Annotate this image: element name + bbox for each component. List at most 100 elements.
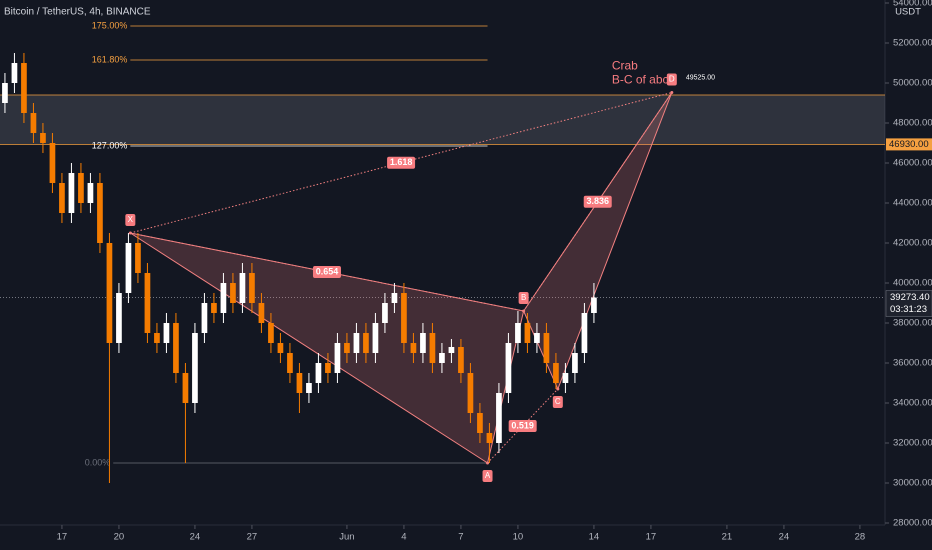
x-tick-label: 14 bbox=[589, 532, 600, 543]
point-box bbox=[482, 470, 493, 482]
y-tick-label: 40000.00 bbox=[893, 278, 932, 289]
zone bbox=[0, 95, 885, 145]
candle-body bbox=[505, 343, 512, 393]
y-tick-label: 44000.00 bbox=[893, 198, 932, 209]
currency-label: USDT bbox=[895, 7, 921, 18]
candle-body bbox=[496, 393, 502, 443]
candle-body bbox=[49, 143, 56, 183]
candle-body bbox=[125, 243, 132, 293]
candle-body bbox=[591, 297, 597, 313]
candle-body bbox=[97, 183, 103, 243]
ratio-label: 0.654 bbox=[316, 266, 339, 276]
candle-body bbox=[182, 373, 189, 403]
y-tick-label: 30000.00 bbox=[893, 478, 932, 489]
candle-body bbox=[515, 323, 521, 343]
y-tick-label: 28000.00 bbox=[893, 518, 932, 529]
y-tick-label: 46000.00 bbox=[893, 158, 932, 169]
x-tick-label: 7 bbox=[458, 532, 463, 543]
point-label: C bbox=[555, 397, 561, 406]
last-price-box bbox=[885, 290, 932, 317]
candle-body bbox=[391, 293, 398, 303]
x-tick-label: 20 bbox=[114, 532, 125, 543]
zone-price-label: 46930.00 bbox=[889, 139, 929, 150]
candle-body bbox=[30, 113, 37, 133]
candle-body bbox=[106, 243, 113, 343]
ratio-box bbox=[583, 195, 612, 208]
point-label: B bbox=[521, 293, 526, 302]
y-tick-label: 38000.00 bbox=[893, 318, 932, 329]
ratio-label: 1.618 bbox=[390, 157, 413, 167]
candle-body bbox=[239, 273, 246, 303]
candle-body bbox=[258, 303, 265, 323]
ratio-label: 3.836 bbox=[586, 196, 609, 206]
y-tick-label: 36000.00 bbox=[893, 358, 932, 369]
pattern-point bbox=[522, 309, 526, 313]
point-box bbox=[666, 73, 677, 86]
fib-label: 0.00% bbox=[85, 457, 111, 467]
ratio-box bbox=[387, 156, 416, 169]
point-box bbox=[552, 396, 563, 408]
y-tick-label: 42000.00 bbox=[893, 238, 932, 249]
y-tick-label: 48000.00 bbox=[893, 118, 932, 129]
candle-body bbox=[562, 373, 569, 383]
x-tick-label: 17 bbox=[57, 532, 68, 543]
candle-body bbox=[268, 323, 274, 343]
candle-body bbox=[21, 63, 27, 113]
candle-body bbox=[429, 333, 436, 363]
candle-body bbox=[78, 173, 84, 203]
candle-body bbox=[534, 333, 540, 343]
chart-title: Bitcoin / TetherUS, 4h, BINANCE bbox=[4, 7, 151, 18]
x-tick-label: 17 bbox=[646, 532, 657, 543]
candle-body bbox=[363, 333, 369, 353]
x-tick-label: 27 bbox=[247, 532, 258, 543]
candle-body bbox=[477, 413, 483, 433]
candle-body bbox=[211, 303, 217, 313]
x-tick-label: 21 bbox=[722, 532, 733, 543]
candle-body bbox=[315, 363, 322, 383]
x-tick-label: 24 bbox=[779, 532, 790, 543]
y-tick-label: 32000.00 bbox=[893, 438, 932, 449]
candle-body bbox=[201, 303, 208, 333]
candle-body bbox=[486, 433, 493, 443]
candle-body bbox=[249, 273, 255, 303]
candle-body bbox=[11, 63, 18, 83]
candle-body bbox=[306, 383, 312, 393]
fib-label: 175.00% bbox=[92, 20, 128, 30]
candle-body bbox=[277, 343, 284, 353]
candle-body bbox=[192, 333, 198, 403]
fib-label: 127.00% bbox=[92, 140, 128, 150]
pattern-ratio-line bbox=[487, 388, 559, 464]
zone-price-box bbox=[886, 138, 932, 151]
candle-body bbox=[353, 333, 360, 353]
point-price-label: 49525.00 bbox=[686, 74, 715, 81]
candle-body bbox=[467, 373, 474, 413]
pattern-ratio-line bbox=[130, 92, 672, 234]
point-label: D bbox=[669, 75, 675, 84]
point-box bbox=[125, 214, 136, 226]
candle-body bbox=[173, 323, 179, 373]
pattern-point bbox=[128, 231, 132, 235]
candle-body bbox=[2, 83, 8, 103]
candle-body bbox=[87, 183, 94, 203]
candle-body bbox=[154, 333, 160, 343]
x-tick-label: 10 bbox=[513, 532, 524, 543]
point-label: A bbox=[485, 471, 491, 480]
candle-body bbox=[401, 293, 407, 343]
candle-body bbox=[439, 353, 445, 363]
candle-body bbox=[524, 323, 531, 343]
candle-body bbox=[543, 333, 550, 363]
candle-body bbox=[296, 373, 303, 393]
candle-body bbox=[40, 133, 46, 143]
pattern-subtitle: B-C of abc bbox=[612, 73, 669, 87]
x-tick-label: 4 bbox=[401, 532, 406, 543]
x-tick-label: Jun bbox=[339, 532, 354, 543]
candle-body bbox=[144, 273, 151, 333]
candle-body bbox=[163, 323, 170, 343]
fib-label: 161.80% bbox=[92, 54, 128, 64]
ratio-box bbox=[508, 420, 537, 432]
x-tick-label: 28 bbox=[855, 532, 866, 543]
candle-body bbox=[572, 353, 578, 373]
last-price-label: 39273.40 bbox=[890, 292, 930, 303]
candle-body bbox=[382, 303, 388, 323]
